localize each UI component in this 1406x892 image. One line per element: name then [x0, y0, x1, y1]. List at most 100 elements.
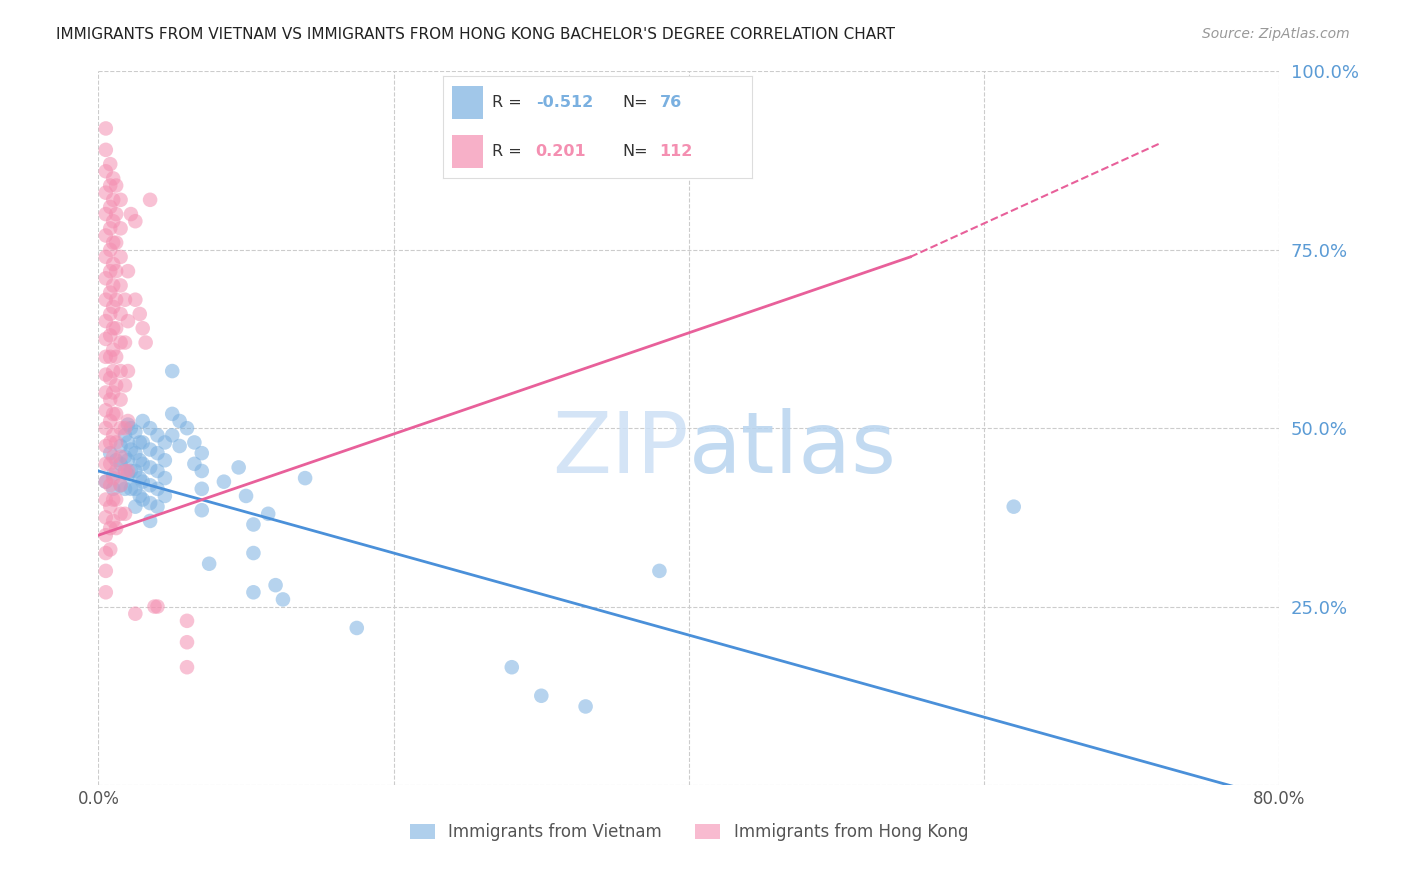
- Point: [110, 507, 132, 521]
- Point: [98, 221, 121, 235]
- Point: [94, 228, 117, 243]
- Point: [191, 482, 214, 496]
- Text: 112: 112: [659, 145, 693, 160]
- Point: [169, 439, 191, 453]
- Point: [94, 207, 117, 221]
- Point: [124, 425, 146, 439]
- Point: [135, 335, 157, 350]
- Point: [94, 546, 117, 560]
- Point: [117, 417, 139, 432]
- Point: [103, 214, 125, 228]
- Point: [176, 421, 198, 435]
- Point: [94, 121, 117, 136]
- Point: [94, 475, 117, 489]
- Point: [94, 403, 117, 417]
- Point: [98, 392, 121, 407]
- Point: [98, 478, 121, 492]
- Point: [98, 285, 121, 300]
- Point: [103, 492, 125, 507]
- Point: [114, 378, 136, 392]
- Text: ZIP: ZIP: [553, 408, 689, 491]
- Point: [98, 446, 121, 460]
- Point: [139, 442, 162, 457]
- Point: [162, 428, 183, 442]
- Point: [132, 435, 155, 450]
- Point: [114, 464, 136, 478]
- Point: [114, 450, 136, 464]
- Point: [98, 521, 121, 535]
- Point: [94, 421, 117, 435]
- Point: [103, 482, 125, 496]
- Point: [98, 350, 121, 364]
- Point: [110, 250, 132, 264]
- Point: [114, 421, 136, 435]
- Point: [103, 450, 125, 464]
- Point: [110, 457, 132, 471]
- Point: [98, 542, 121, 557]
- Text: IMMIGRANTS FROM VIETNAM VS IMMIGRANTS FROM HONG KONG BACHELOR'S DEGREE CORRELATI: IMMIGRANTS FROM VIETNAM VS IMMIGRANTS FR…: [56, 27, 896, 42]
- Point: [146, 599, 169, 614]
- Text: R =: R =: [492, 95, 527, 110]
- Point: [103, 300, 125, 314]
- Point: [128, 471, 150, 485]
- Point: [94, 332, 117, 346]
- Point: [103, 257, 125, 271]
- Point: [110, 439, 132, 453]
- Point: [264, 578, 287, 592]
- Point: [94, 250, 117, 264]
- Point: [98, 457, 121, 471]
- Point: [242, 585, 264, 599]
- Point: [94, 492, 117, 507]
- Point: [139, 193, 162, 207]
- Point: [132, 414, 155, 428]
- Point: [94, 314, 117, 328]
- Text: atlas: atlas: [689, 408, 897, 491]
- Bar: [453, 136, 484, 168]
- Point: [103, 385, 125, 400]
- Text: -0.512: -0.512: [536, 95, 593, 110]
- Point: [575, 699, 598, 714]
- Point: [103, 407, 125, 421]
- Point: [242, 546, 264, 560]
- Point: [176, 614, 198, 628]
- Point: [98, 200, 121, 214]
- Point: [114, 428, 136, 442]
- Point: [124, 446, 146, 460]
- Point: [139, 478, 162, 492]
- Point: [191, 446, 214, 460]
- Point: [98, 157, 121, 171]
- Point: [110, 193, 132, 207]
- Point: [176, 635, 198, 649]
- Point: [105, 178, 128, 193]
- Point: [124, 464, 146, 478]
- Point: [103, 193, 125, 207]
- Point: [105, 293, 128, 307]
- Point: [98, 264, 121, 278]
- Point: [162, 364, 183, 378]
- Point: [103, 171, 125, 186]
- Legend: Immigrants from Vietnam, Immigrants from Hong Kong: Immigrants from Vietnam, Immigrants from…: [404, 817, 974, 848]
- Point: [124, 500, 146, 514]
- Point: [128, 435, 150, 450]
- Point: [139, 496, 162, 510]
- Point: [110, 307, 132, 321]
- Point: [103, 471, 125, 485]
- Point: [110, 478, 132, 492]
- Point: [110, 478, 132, 492]
- Point: [132, 321, 155, 335]
- Point: [146, 482, 169, 496]
- Point: [94, 143, 117, 157]
- Point: [105, 264, 128, 278]
- Point: [117, 467, 139, 482]
- Point: [94, 385, 117, 400]
- Point: [139, 421, 162, 435]
- Point: [105, 235, 128, 250]
- Point: [120, 207, 142, 221]
- Point: [94, 475, 117, 489]
- Point: [105, 321, 128, 335]
- Point: [235, 489, 257, 503]
- Text: R =: R =: [492, 145, 527, 160]
- Point: [114, 482, 136, 496]
- Point: [146, 500, 169, 514]
- Point: [98, 178, 121, 193]
